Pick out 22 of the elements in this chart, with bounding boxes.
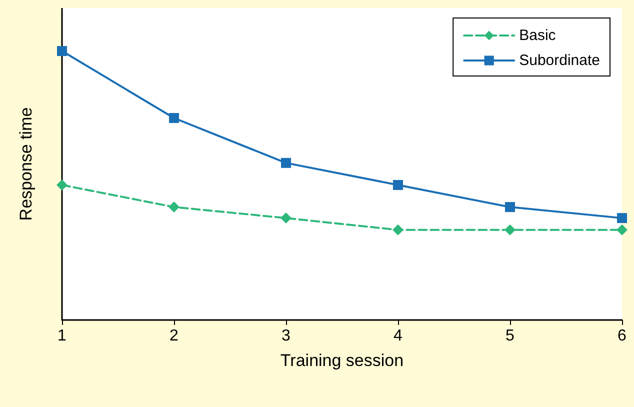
- point: [616, 224, 628, 236]
- point: [56, 179, 68, 190]
- point: [505, 202, 515, 212]
- point: [393, 180, 403, 190]
- x-tick-label: 4: [394, 328, 403, 344]
- point: [169, 113, 179, 124]
- x-axis-title: Training session: [280, 351, 404, 370]
- legend-label: Subordinate: [519, 52, 600, 69]
- point: [504, 224, 516, 236]
- point: [392, 224, 404, 236]
- point: [57, 46, 67, 56]
- point: [280, 212, 292, 224]
- legend-label: Basic: [519, 27, 556, 44]
- x-tick-label: 3: [282, 328, 291, 344]
- point: [168, 202, 180, 213]
- x-tick-label: 2: [170, 328, 179, 344]
- x-tick-label: 6: [618, 328, 627, 344]
- x-tick-label: 5: [506, 328, 515, 344]
- x-tick-label: 1: [58, 328, 67, 344]
- point: [617, 213, 627, 224]
- point: [281, 158, 291, 168]
- y-axis-title: Response time: [16, 107, 36, 221]
